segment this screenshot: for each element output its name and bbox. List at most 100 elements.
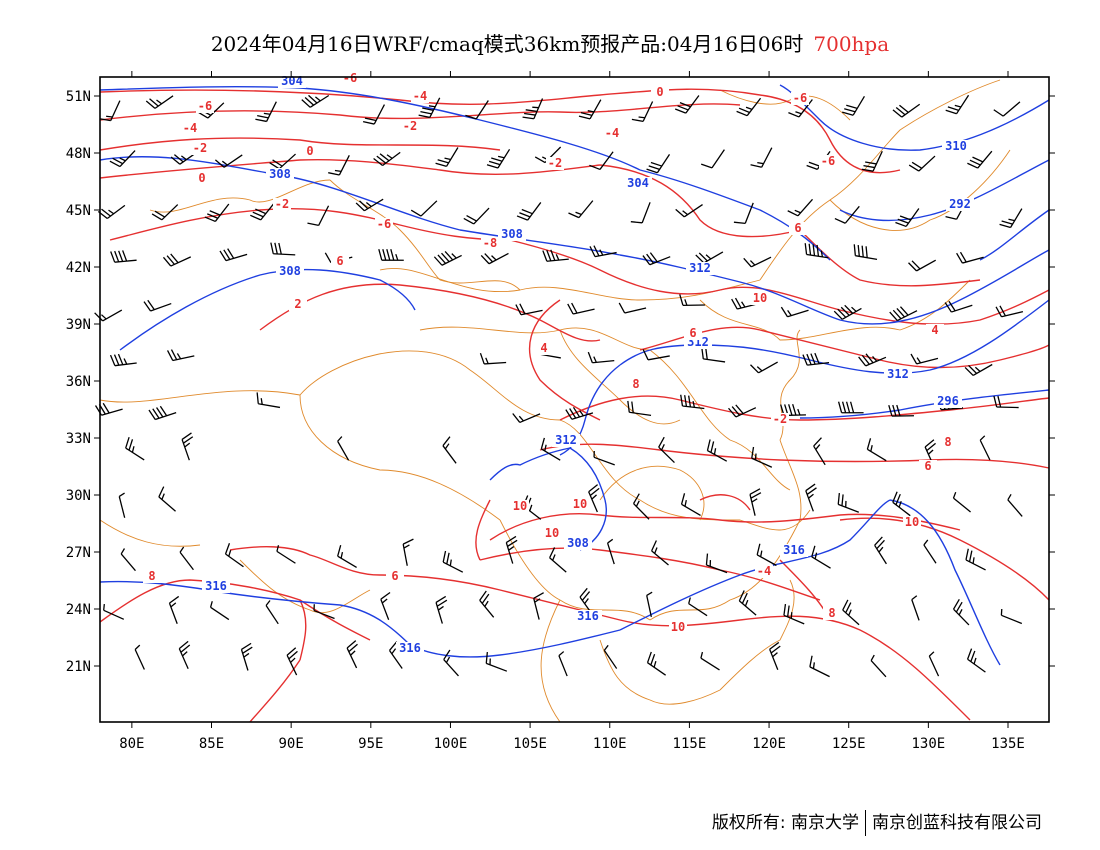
barb-staff (842, 609, 860, 626)
lon-label: 125E (832, 736, 866, 752)
barb-flag (479, 590, 487, 601)
wind-barb (738, 590, 757, 616)
barb-flag (811, 545, 816, 557)
barb-flag (837, 401, 843, 413)
wind-barb (435, 147, 459, 167)
barb-half (745, 106, 753, 110)
border-line (99, 519, 201, 547)
wind-barb (892, 491, 911, 517)
barb-flag (952, 599, 960, 610)
wind-barb (307, 205, 330, 227)
barb-flag (892, 491, 898, 503)
barb-half (108, 209, 115, 215)
barb-half (635, 500, 640, 507)
wind-barb (178, 640, 191, 669)
temperature-line (229, 546, 381, 576)
height-label-bg (624, 177, 652, 190)
barb-staff (318, 205, 330, 226)
barb-staff (429, 97, 441, 118)
barb-flag (589, 246, 596, 257)
barb-half (870, 445, 873, 452)
barb-half (653, 660, 657, 668)
barb-staff (1009, 208, 1023, 228)
barb-half (958, 608, 963, 616)
barb-flag (152, 408, 160, 419)
temperature-line (528, 299, 601, 421)
barb-flag (589, 164, 601, 171)
barb-staff (656, 154, 671, 174)
lat-label: 48N (66, 146, 91, 162)
temperature-line (699, 494, 751, 511)
barb-flag (895, 107, 906, 116)
barb-flag (219, 250, 227, 261)
barb-flag (204, 216, 216, 223)
wind-barb (505, 535, 518, 564)
wind-barb (103, 603, 125, 620)
barb-half (812, 662, 815, 669)
barb-staff (527, 202, 542, 221)
barb-half (584, 598, 589, 605)
wind-barb (928, 651, 940, 677)
barb-flag (125, 436, 130, 449)
barb-half (290, 657, 296, 663)
barb-staff (977, 150, 993, 169)
barb-flag (646, 651, 652, 663)
barb-flag (481, 593, 490, 604)
barb-flag (170, 349, 178, 360)
barb-flag (861, 168, 874, 172)
height-label-bg (202, 580, 230, 593)
temp-label-bg (535, 342, 553, 355)
barb-half (180, 155, 187, 161)
wind-barb (94, 309, 123, 322)
border-line (599, 465, 705, 521)
temp-label: -2 (403, 119, 417, 133)
wind-barb (522, 98, 544, 120)
barb-half (872, 356, 878, 362)
barb-half (898, 500, 902, 508)
temp-label: -2 (275, 197, 289, 211)
border-line (299, 394, 501, 521)
barb-flag (442, 436, 451, 447)
barb-flag (630, 221, 643, 224)
barb-half (1008, 218, 1015, 222)
wind-barb (895, 208, 920, 228)
wind-barb (587, 351, 615, 364)
wind-barb (769, 641, 781, 670)
wind-barb (908, 155, 936, 172)
barb-flag (814, 352, 820, 364)
barb-flag (999, 305, 1006, 317)
wind-barb (680, 493, 701, 517)
temp-label-bg (939, 436, 957, 449)
barb-half (757, 162, 764, 165)
barb-flag (346, 640, 357, 649)
wind-barb (833, 304, 862, 320)
barb-half (607, 538, 614, 544)
footer-divider (865, 810, 866, 836)
height-label: 312 (887, 367, 909, 381)
barb-flag (810, 353, 816, 365)
barb-half (184, 442, 191, 448)
barb-flag (308, 94, 318, 104)
barb-half (591, 494, 597, 500)
wind-barb (700, 651, 720, 671)
barb-flag (806, 164, 818, 171)
barb-flag (997, 395, 1002, 408)
temp-label-bg (789, 222, 807, 235)
barb-staff (647, 355, 670, 361)
barb-flag (959, 251, 967, 263)
wind-barb (631, 101, 654, 123)
barb-half (445, 656, 451, 663)
barb-flag (156, 407, 164, 418)
temp-label: 6 (391, 569, 398, 583)
barb-half (787, 310, 792, 316)
wind-barb (479, 590, 495, 618)
barb-flag (786, 605, 790, 617)
barb-flag (677, 105, 689, 111)
barb-flag (166, 255, 175, 265)
barb-half (484, 600, 489, 607)
barb-staff (380, 598, 390, 621)
temperature-line (99, 137, 501, 151)
barb-staff (892, 501, 911, 517)
barb-half (760, 550, 763, 557)
